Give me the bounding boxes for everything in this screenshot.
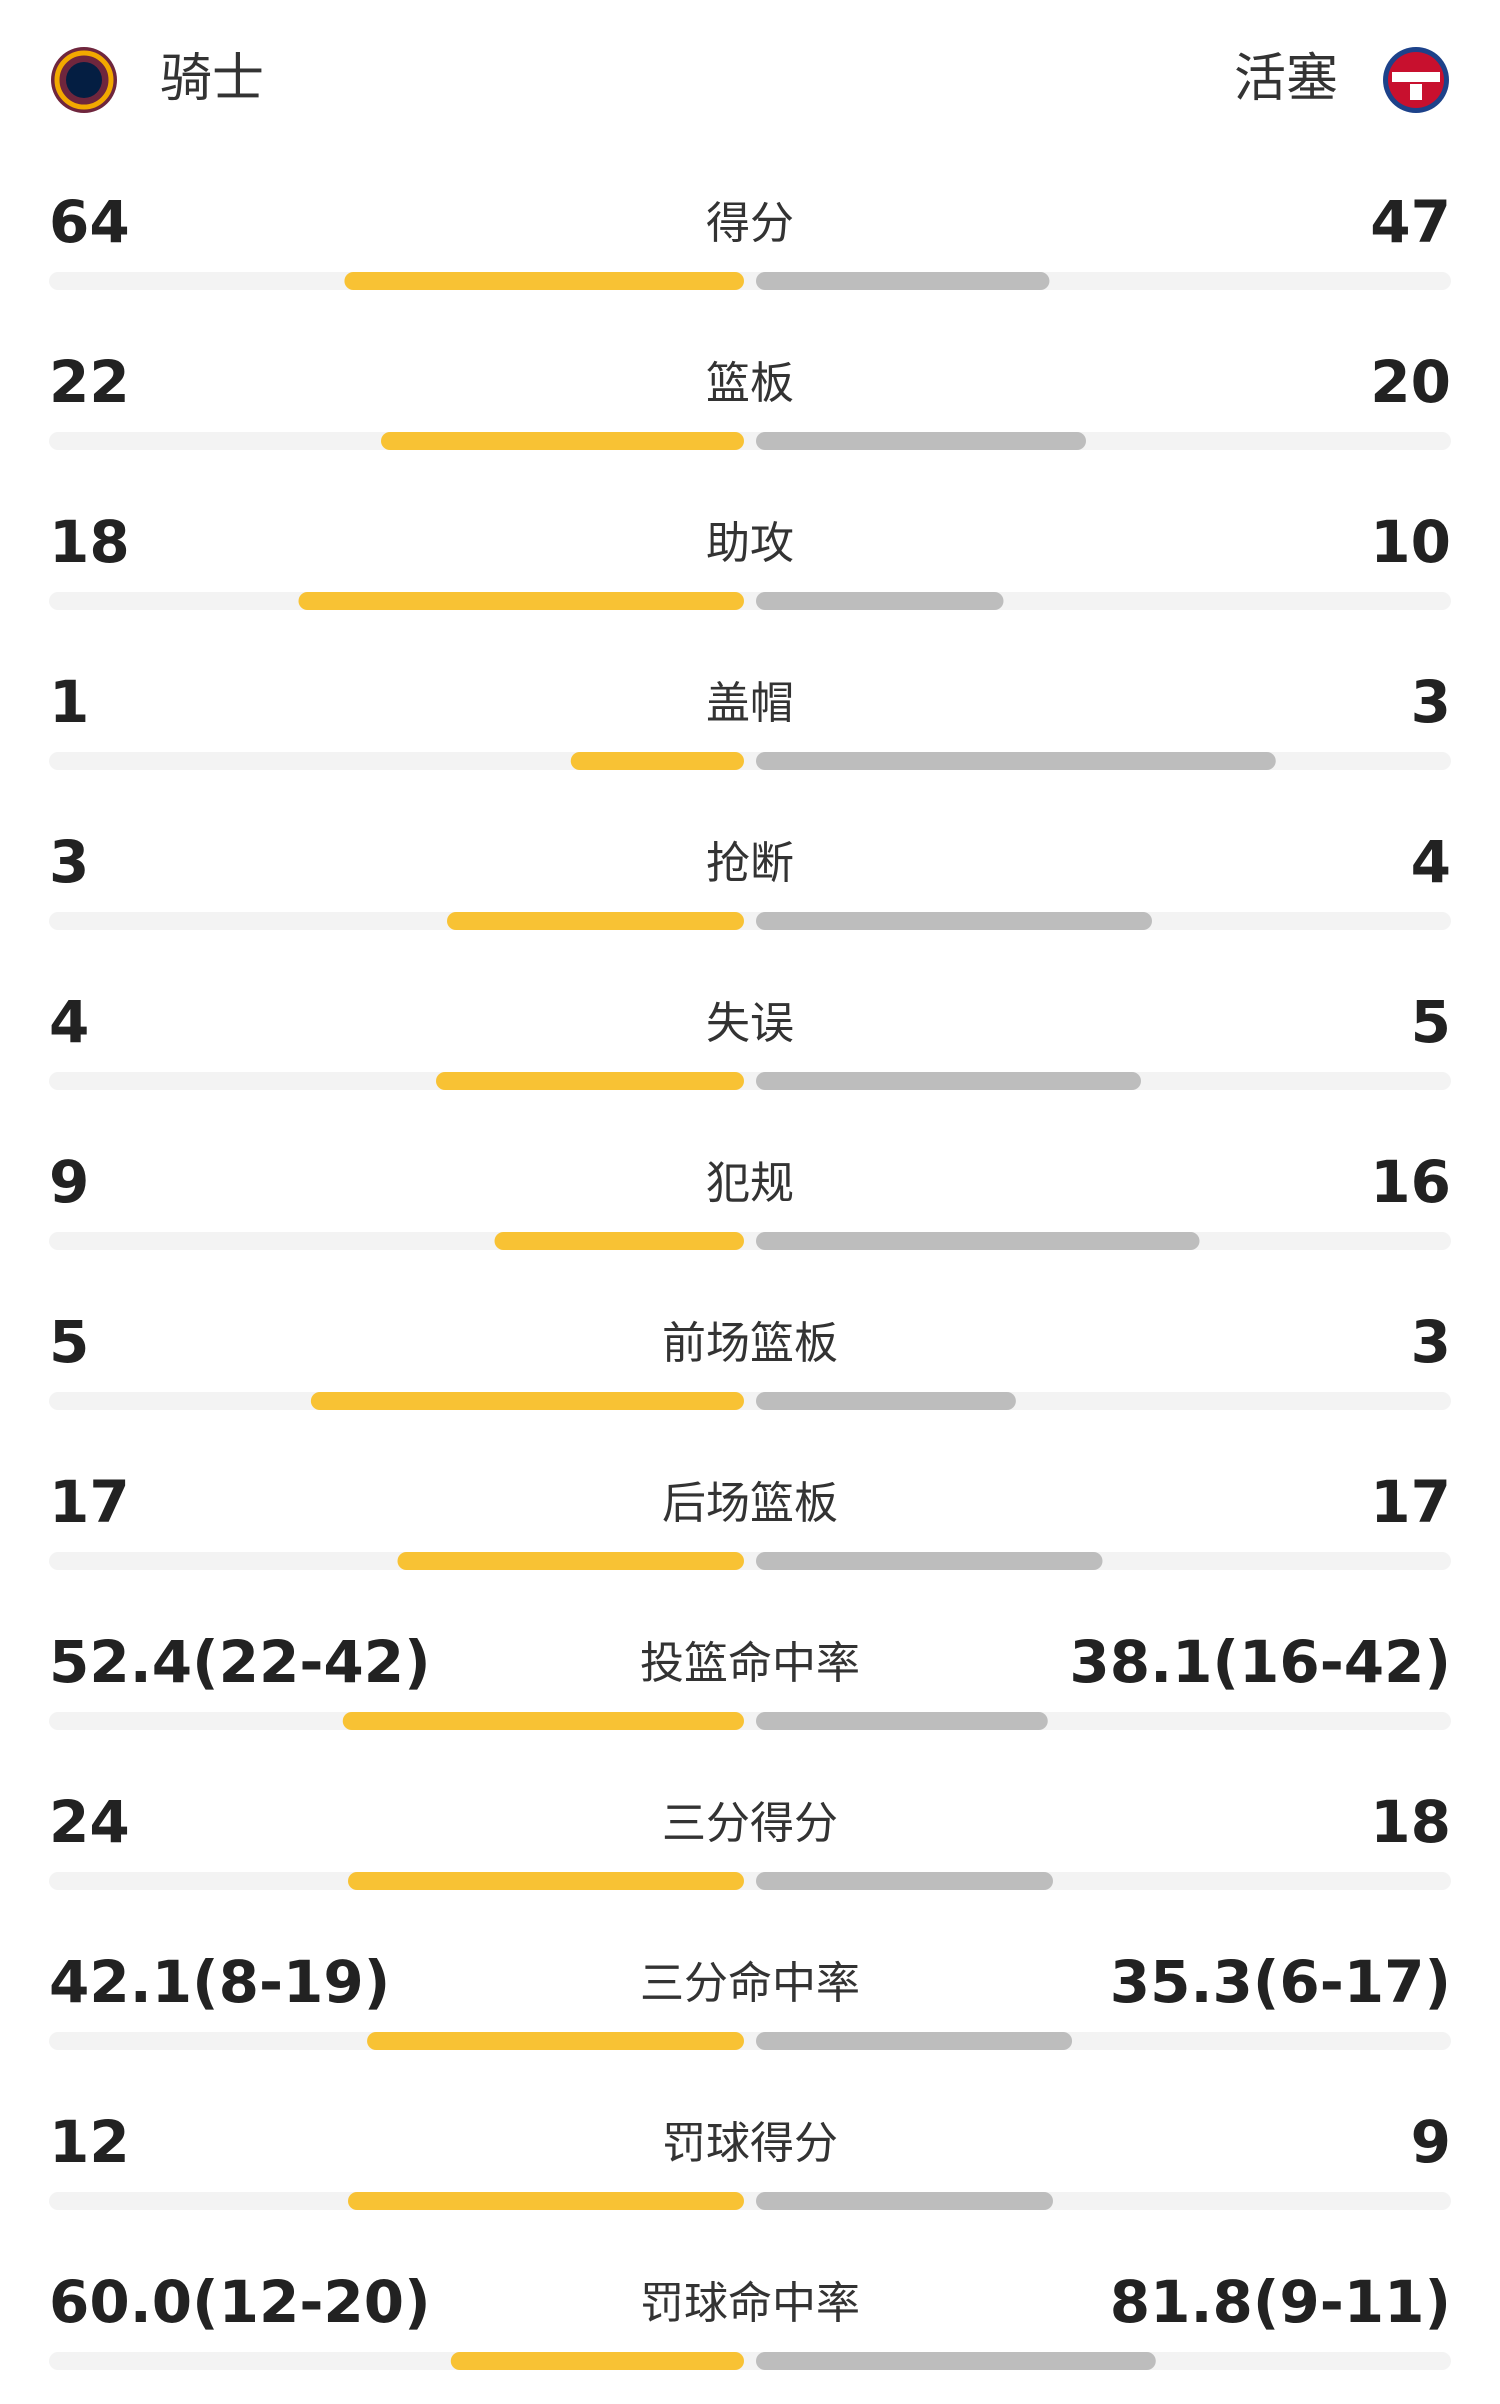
bar-track <box>49 2032 1451 2050</box>
stat-label: 罚球得分 <box>662 2118 838 2169</box>
home-value: 9 <box>49 1148 89 1216</box>
away-value: 3 <box>1411 1308 1451 1376</box>
bar-track <box>49 1552 1451 1570</box>
bar-track <box>49 2352 1451 2370</box>
stat-label: 罚球命中率 <box>640 2278 860 2329</box>
away-value: 17 <box>1370 1468 1451 1536</box>
away-bar <box>756 1392 1016 1410</box>
home-logo <box>51 47 117 113</box>
away-value: 20 <box>1370 348 1451 416</box>
away-bar <box>756 592 1004 610</box>
away-value: 16 <box>1370 1148 1451 1216</box>
stat-label: 后场篮板 <box>662 1478 838 1529</box>
away-bar <box>756 272 1050 290</box>
away-logo <box>1383 47 1449 113</box>
stat-label: 前场篮板 <box>662 1318 838 1369</box>
away-bar <box>756 2192 1053 2210</box>
home-value: 12 <box>49 2108 130 2176</box>
home-value: 42.1(8-19) <box>49 1948 390 2016</box>
home-bar <box>447 912 744 930</box>
bar-track <box>49 1712 1451 1730</box>
home-value: 52.4(22-42) <box>49 1628 431 1696</box>
away-value: 81.8(9-11) <box>1110 2268 1451 2336</box>
home-bar <box>342 1712 744 1730</box>
away-bar <box>756 1872 1053 1890</box>
bar-track <box>49 592 1451 610</box>
home-value: 60.0(12-20) <box>49 2268 431 2336</box>
away-value: 38.1(16-42) <box>1069 1628 1451 1696</box>
away-bar <box>756 752 1276 770</box>
stat-label: 篮板 <box>706 358 794 409</box>
away-bar <box>756 432 1086 450</box>
bar-track <box>49 272 1451 290</box>
away-value: 47 <box>1370 188 1451 256</box>
away-bar <box>756 1072 1141 1090</box>
home-bar <box>348 2192 744 2210</box>
home-value: 17 <box>49 1468 130 1536</box>
stat-label: 盖帽 <box>706 678 794 729</box>
bar-track <box>49 2192 1451 2210</box>
home-value: 18 <box>49 508 130 576</box>
stat-label: 投篮命中率 <box>640 1638 860 1689</box>
home-bar <box>348 1872 744 1890</box>
home-value: 1 <box>49 668 89 736</box>
home-bar <box>367 2032 744 2050</box>
bar-track <box>49 1072 1451 1090</box>
away-team: 活塞 <box>1234 49 1338 109</box>
bar-track <box>49 1872 1451 1890</box>
bar-track <box>49 432 1451 450</box>
bar-track <box>49 912 1451 930</box>
home-bar <box>570 752 744 770</box>
stat-label: 犯规 <box>706 1158 794 1209</box>
away-value: 10 <box>1370 508 1451 576</box>
home-bar <box>344 272 744 290</box>
away-bar <box>756 2032 1073 2050</box>
away-value: 9 <box>1411 2108 1451 2176</box>
home-bar <box>298 592 744 610</box>
home-bar <box>397 1552 744 1570</box>
bar-track <box>49 1232 1451 1250</box>
away-bar <box>756 912 1152 930</box>
away-value: 5 <box>1411 988 1451 1056</box>
away-bar <box>756 2352 1156 2370</box>
stat-label: 抢断 <box>706 838 794 889</box>
away-value: 3 <box>1411 668 1451 736</box>
stat-label: 得分 <box>706 198 794 249</box>
home-bar <box>436 1072 744 1090</box>
home-value: 22 <box>49 348 130 416</box>
bar-track <box>49 1392 1451 1410</box>
away-value: 4 <box>1411 828 1451 896</box>
stat-label: 三分得分 <box>662 1798 838 1849</box>
home-value: 64 <box>49 188 130 256</box>
home-team: 骑士 <box>160 49 264 109</box>
home-value: 24 <box>49 1788 130 1856</box>
away-value: 35.3(6-17) <box>1110 1948 1451 2016</box>
home-bar <box>450 2352 744 2370</box>
stat-label: 失误 <box>706 998 794 1049</box>
home-bar <box>494 1232 744 1250</box>
stat-label: 助攻 <box>706 518 794 569</box>
away-bar <box>756 1712 1048 1730</box>
home-value: 3 <box>49 828 89 896</box>
away-bar <box>756 1552 1103 1570</box>
home-value: 5 <box>49 1308 89 1376</box>
stat-label: 三分命中率 <box>640 1958 860 2009</box>
home-bar <box>381 432 744 450</box>
away-value: 18 <box>1370 1788 1451 1856</box>
home-value: 4 <box>49 988 89 1056</box>
away-bar <box>756 1232 1200 1250</box>
home-bar <box>310 1392 744 1410</box>
